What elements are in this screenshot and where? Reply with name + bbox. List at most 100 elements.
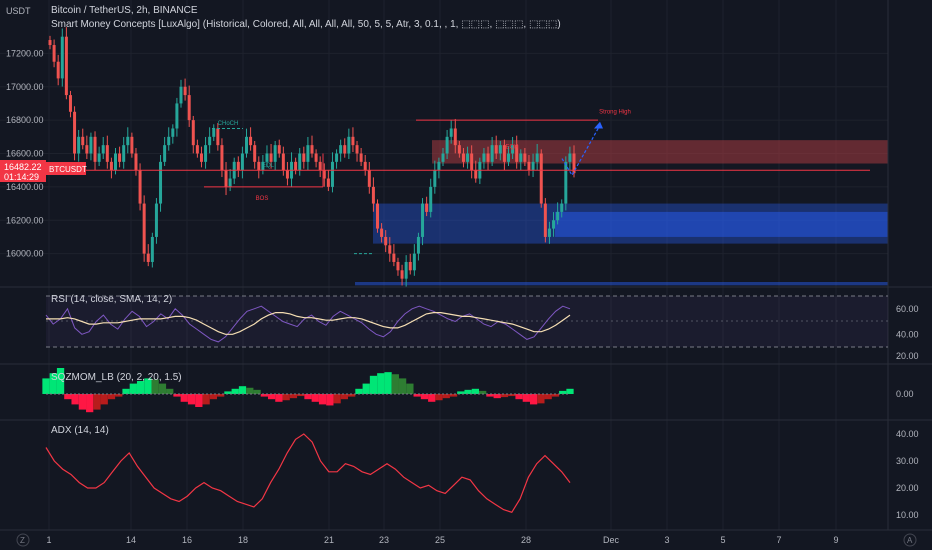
candle-body	[253, 145, 257, 162]
zoom-reset-icon[interactable]	[16, 533, 30, 547]
candle-body	[97, 153, 101, 162]
price-pane[interactable]: BOS CHoCH EQL EQH Strong High	[48, 27, 889, 287]
rsi-ma-line	[46, 312, 571, 335]
candle-body	[236, 161, 240, 171]
candle-body	[48, 40, 52, 46]
candle-body	[245, 136, 248, 154]
candle-body	[191, 120, 195, 146]
momentum-bar	[522, 394, 530, 402]
momentum-bar	[260, 394, 268, 397]
momentum-bar	[297, 394, 305, 397]
momentum-bar	[122, 388, 130, 394]
candle-body	[130, 136, 134, 154]
smc-label: Strong High	[599, 109, 631, 115]
candlestick-series	[48, 27, 576, 287]
price-tick-label: 17000.00	[6, 82, 44, 92]
candle-body	[482, 153, 486, 162]
candle-body	[351, 136, 355, 146]
candle-body	[343, 145, 347, 154]
candle-body	[114, 153, 117, 171]
candle-body	[539, 153, 543, 204]
momentum-bar	[64, 394, 72, 400]
candle-body	[429, 186, 433, 212]
candle-body	[363, 161, 367, 171]
candle-body	[519, 153, 523, 162]
candle-body	[507, 153, 510, 162]
momentum-bar	[537, 394, 545, 404]
candle-body	[81, 136, 85, 146]
candle-body	[142, 203, 146, 254]
candle-body	[306, 145, 310, 162]
momentum-bar	[195, 394, 203, 407]
candle-body	[269, 153, 273, 162]
time-axis[interactable]: 1 14 16 18 21 23 25 28 Dec 3 5 7 9	[46, 535, 838, 545]
candle-body	[240, 153, 244, 171]
time-tick-label: 1	[46, 535, 51, 545]
candle-body	[486, 153, 490, 162]
candle-body	[220, 145, 224, 171]
time-tick-label: 23	[379, 535, 389, 545]
momentum-bar	[529, 394, 538, 405]
candle-body	[265, 153, 269, 162]
price-badge: 16482.22 01:14:29 BTCUSDT	[0, 160, 87, 182]
candle-body	[330, 161, 334, 187]
adx-pane[interactable]	[45, 433, 571, 514]
candle-body	[474, 170, 478, 179]
order-block-zones	[355, 140, 888, 286]
zoom-letter: Z	[20, 536, 25, 545]
candle-body	[101, 145, 105, 154]
candle-body	[568, 153, 572, 162]
momentum-bar	[406, 383, 414, 394]
momentum-bar	[231, 388, 239, 394]
candle-body	[396, 261, 400, 271]
indicator-title-sqzmom[interactable]: SQZMOM_LB (20, 2, 20, 1.5)	[51, 372, 182, 383]
candle-body	[556, 211, 560, 221]
candle-body	[224, 170, 228, 187]
candle-body	[445, 136, 449, 154]
time-tick-label: 28	[521, 535, 531, 545]
momentum-bar	[413, 394, 421, 397]
candle-body	[314, 153, 318, 162]
candle-body	[183, 86, 187, 96]
momentum-bar	[217, 394, 225, 397]
candle-body	[154, 203, 158, 237]
indicator-title-rsi[interactable]: RSI (14, close, SMA, 14, 2)	[51, 294, 172, 305]
indicator-title-adx[interactable]: ADX (14, 14)	[51, 425, 109, 436]
momentum-bar	[289, 394, 298, 399]
momentum-bar	[471, 388, 480, 394]
momentum-bar	[49, 373, 57, 394]
symbol-title[interactable]: Bitcoin / TetherUS, 2h, BINANCE	[51, 5, 198, 16]
candle-body	[318, 161, 322, 171]
squeeze-momentum-pane[interactable]	[42, 368, 574, 413]
adx-line	[45, 433, 571, 514]
auto-scale-icon[interactable]	[903, 533, 917, 547]
price-axis[interactable]: 17200.00 17000.00 16800.00 16600.00 16400.00…	[6, 48, 919, 520]
adx-tick-label: 30.00	[896, 456, 919, 466]
momentum-bar	[224, 391, 232, 394]
candle-body	[380, 228, 384, 237]
rsi-pane[interactable]	[45, 295, 888, 348]
rsi-line	[45, 305, 571, 343]
momentum-bar	[420, 394, 429, 400]
candle-body	[531, 161, 535, 171]
momentum-bar	[267, 394, 276, 400]
rsi-tick-label: 20.00	[896, 351, 919, 361]
candle-body	[89, 136, 93, 154]
candle-body	[281, 153, 285, 171]
candle-body	[159, 161, 163, 204]
candle-body	[335, 153, 339, 162]
candle-body	[433, 170, 437, 187]
indicator-title-smc[interactable]: Smart Money Concepts [LuxAlgo] (Historic…	[51, 19, 561, 30]
rsi-tick-label: 60.00	[896, 304, 919, 314]
price-tick-label: 16600.00	[6, 149, 44, 159]
momentum-bar	[377, 373, 385, 394]
candle-body	[126, 136, 130, 146]
candle-body	[167, 136, 171, 146]
candle-body	[52, 45, 56, 62]
momentum-bar	[544, 394, 552, 400]
candle-body	[257, 161, 261, 171]
candle-body	[367, 170, 371, 187]
momentum-bar	[435, 394, 443, 401]
